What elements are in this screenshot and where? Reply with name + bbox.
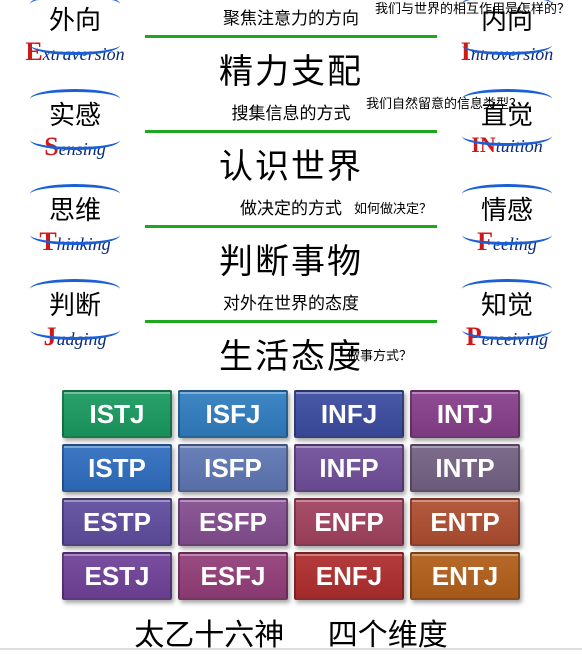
type-cell: ISFJ [178, 390, 288, 438]
pole-right-cn: 知觉 [477, 285, 537, 322]
type-cell: INTJ [410, 390, 520, 438]
arc-bot [30, 35, 120, 55]
type-cell: ISTP [62, 444, 172, 492]
dimension-row: 思维 Thinking 做决定的方式 判断事物 情感 Feeling 如何做决定… [0, 190, 582, 285]
center-block: 对外在世界的态度 生活态度 [145, 285, 437, 378]
pole-left-cn: 外向 [45, 0, 105, 37]
type-cell: ESFP [178, 498, 288, 546]
type-cell: ENTP [410, 498, 520, 546]
divider-line [145, 130, 437, 133]
baseline [0, 648, 582, 650]
dimension-subtitle: 对外在世界的态度 [145, 289, 437, 314]
divider-line [145, 320, 437, 323]
type-cell: INTP [410, 444, 520, 492]
type-cell: ISFP [178, 444, 288, 492]
arc-bot [462, 35, 552, 55]
type-cell: INFJ [294, 390, 404, 438]
dimension-annotation: 我们自然留意的信息类型？ [366, 93, 522, 112]
type-cell: INFP [294, 444, 404, 492]
dimension-title: 精力支配 [145, 44, 437, 93]
pole-right: 情感 Feeling [442, 190, 572, 257]
type-cell: ISTJ [62, 390, 172, 438]
type-cell: ESTP [62, 498, 172, 546]
pole-left-cn: 判断 [45, 285, 105, 322]
pole-left-cn: 思维 [45, 190, 105, 227]
dimension-row: 外向 Extraversion 聚焦注意力的方向 精力支配 内向 Introve… [0, 0, 582, 95]
divider-line [145, 225, 437, 228]
pole-left-cn: 实感 [45, 95, 105, 132]
type-grid: ISTJISFJINFJINTJ ISTPISFPINFPINTP ESTPESFP… [51, 390, 531, 600]
type-cell: ENTJ [410, 552, 520, 600]
divider-line [145, 35, 437, 38]
arc-bot [462, 225, 552, 245]
pole-right: 知觉 Perceiving [442, 285, 572, 352]
pole-left: 外向 Extraversion [10, 0, 140, 67]
pole-left: 判断 Judging [10, 285, 140, 352]
pole-right-cn: 情感 [477, 190, 537, 227]
pole-left: 实感 Sensing [10, 95, 140, 162]
dimension-annotation: 我们与世界的相互作用是怎样的？ [375, 0, 570, 17]
type-cell: ESFJ [178, 552, 288, 600]
type-cell: ENFP [294, 498, 404, 546]
type-cell: ESTJ [62, 552, 172, 600]
pole-left: 思维 Thinking [10, 190, 140, 257]
dimension-annotation: 如何做决定？ [354, 198, 432, 217]
dimension-annotation: 做事方式？ [347, 345, 412, 364]
type-cell: ENFJ [294, 552, 404, 600]
dimension-title: 判断事物 [145, 234, 437, 283]
dimension-title: 认识世界 [145, 139, 437, 188]
dimension-row: 实感 Sensing 搜集信息的方式 认识世界 直觉 INtuition 我们自… [0, 95, 582, 190]
dimension-row: 判断 Judging 对外在世界的态度 生活态度 知觉 Perceiving 做… [0, 285, 582, 380]
